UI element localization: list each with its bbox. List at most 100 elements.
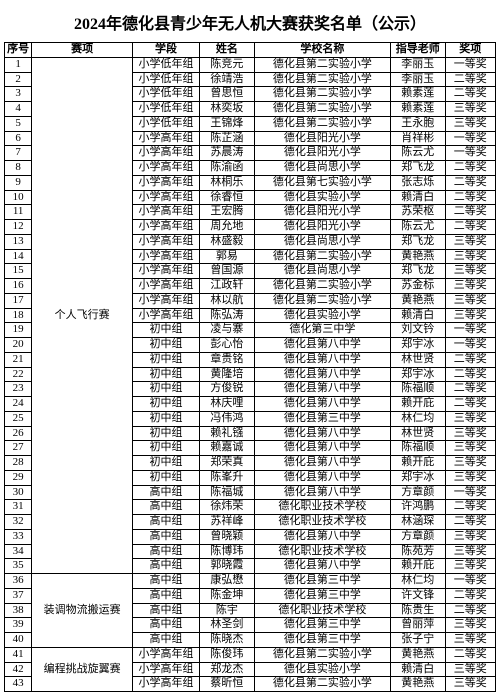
table-header-row: 序号 赛项 学段 姓名 学校名称 指导老师 奖项	[5, 43, 496, 58]
cell-school: 德化县第八中学	[254, 367, 390, 382]
cell-name: 郭晓霞	[200, 559, 255, 574]
cell-teacher: 方章颜	[391, 529, 446, 544]
cell-prize: 二等奖	[445, 603, 495, 618]
cell-teacher: 黄艳燕	[391, 249, 446, 264]
cell-name: 赖礼镪	[200, 426, 255, 441]
cell-seq: 27	[5, 441, 32, 456]
cell-seq: 37	[5, 588, 32, 603]
cell-seq: 35	[5, 559, 32, 574]
cell-prize: 二等奖	[445, 72, 495, 87]
cell-seq: 33	[5, 529, 32, 544]
cell-name: 康弘懋	[200, 574, 255, 589]
cell-prize: 三等奖	[445, 102, 495, 117]
cell-seq: 9	[5, 175, 32, 190]
cell-name: 赖嘉诚	[200, 441, 255, 456]
cell-teacher: 张志烁	[391, 175, 446, 190]
cell-seq: 12	[5, 220, 32, 235]
cell-name: 林盛毅	[200, 234, 255, 249]
col-name: 姓名	[200, 43, 255, 58]
cell-prize: 三等奖	[445, 559, 495, 574]
col-event: 赛项	[32, 43, 133, 58]
cell-seq: 17	[5, 293, 32, 308]
cell-school: 德化县第二实验小学	[254, 279, 390, 294]
cell-name: 陈福城	[200, 485, 255, 500]
cell-prize: 一等奖	[445, 485, 495, 500]
cell-teacher: 林世贤	[391, 352, 446, 367]
cell-teacher: 许鸿鹏	[391, 500, 446, 515]
cell-prize: 一等奖	[445, 574, 495, 589]
table-row: 36装调物流搬运赛高中组康弘懋德化县第三中学林仁均一等奖	[5, 574, 496, 589]
col-school: 学校名称	[254, 43, 390, 58]
cell-level: 高中组	[132, 485, 199, 500]
cell-school: 德化县第三中学	[254, 618, 390, 633]
cell-school: 德化县第三中学	[254, 588, 390, 603]
cell-seq: 25	[5, 411, 32, 426]
cell-teacher: 郑宇冰	[391, 338, 446, 353]
cell-event: 个人飞行赛	[32, 57, 133, 573]
cell-prize: 一等奖	[445, 338, 495, 353]
cell-teacher: 许文锋	[391, 588, 446, 603]
cell-school: 德化县阳光小学	[254, 205, 390, 220]
cell-school: 德化县第三中学	[254, 574, 390, 589]
cell-level: 小学高年组	[132, 293, 199, 308]
cell-level: 初中组	[132, 441, 199, 456]
cell-seq: 4	[5, 102, 32, 117]
cell-teacher: 赖开庇	[391, 559, 446, 574]
cell-teacher: 赖素莲	[391, 87, 446, 102]
cell-name: 苏祥峰	[200, 515, 255, 530]
cell-name: 郭易	[200, 249, 255, 264]
cell-seq: 36	[5, 574, 32, 589]
cell-level: 小学高年组	[132, 308, 199, 323]
cell-school: 德化县第二实验小学	[254, 102, 390, 117]
cell-level: 小学高年组	[132, 234, 199, 249]
cell-prize: 三等奖	[445, 456, 495, 471]
cell-level: 小学低年组	[132, 72, 199, 87]
cell-teacher: 陈贵生	[391, 603, 446, 618]
cell-teacher: 郑宇冰	[391, 470, 446, 485]
cell-school: 德化县第八中学	[254, 382, 390, 397]
cell-teacher: 刘文钤	[391, 323, 446, 338]
cell-teacher: 肖祥彬	[391, 131, 446, 146]
cell-teacher: 赖开庇	[391, 397, 446, 412]
cell-teacher: 陈云尤	[391, 146, 446, 161]
cell-level: 小学高年组	[132, 279, 199, 294]
cell-level: 小学高年组	[132, 662, 199, 677]
cell-name: 王锦烽	[200, 116, 255, 131]
cell-teacher: 陈云尤	[391, 220, 446, 235]
cell-prize: 二等奖	[445, 500, 495, 515]
cell-teacher: 林仁均	[391, 574, 446, 589]
cell-level: 小学高年组	[132, 220, 199, 235]
cell-school: 德化县实验小学	[254, 662, 390, 677]
cell-prize: 三等奖	[445, 618, 495, 633]
cell-level: 初中组	[132, 352, 199, 367]
col-teacher: 指导老师	[391, 43, 446, 58]
cell-seq: 16	[5, 279, 32, 294]
cell-school: 德化县第三中学	[254, 411, 390, 426]
cell-prize: 二等奖	[445, 588, 495, 603]
cell-level: 高中组	[132, 603, 199, 618]
cell-seq: 43	[5, 677, 32, 692]
cell-school: 德化县阳光小学	[254, 131, 390, 146]
cell-school: 德化县实验小学	[254, 190, 390, 205]
cell-level: 高中组	[132, 618, 199, 633]
cell-name: 曾晓颖	[200, 529, 255, 544]
cell-level: 初中组	[132, 382, 199, 397]
cell-teacher: 陈福顺	[391, 382, 446, 397]
table-body: 1个人飞行赛小学低年组陈竞元德化县第二实验小学李丽玉一等奖2小学低年组徐靖浩德化…	[5, 57, 496, 691]
cell-seq: 29	[5, 470, 32, 485]
cell-seq: 8	[5, 161, 32, 176]
cell-school: 德化县第二实验小学	[254, 677, 390, 692]
cell-seq: 11	[5, 205, 32, 220]
award-table: 序号 赛项 学段 姓名 学校名称 指导老师 奖项 1个人飞行赛小学低年组陈竞元德…	[4, 42, 496, 692]
cell-seq: 39	[5, 618, 32, 633]
cell-name: 林圣剑	[200, 618, 255, 633]
cell-teacher: 赖素莲	[391, 102, 446, 117]
cell-level: 高中组	[132, 500, 199, 515]
cell-level: 小学高年组	[132, 161, 199, 176]
cell-teacher: 郑宇冰	[391, 367, 446, 382]
cell-name: 江政轩	[200, 279, 255, 294]
cell-seq: 18	[5, 308, 32, 323]
cell-school: 德化第三中学	[254, 323, 390, 338]
cell-event: 编程挑战旋翼赛	[32, 647, 133, 691]
cell-prize: 三等奖	[445, 411, 495, 426]
